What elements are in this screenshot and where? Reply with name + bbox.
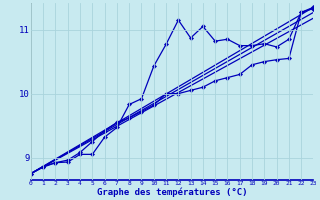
- X-axis label: Graphe des températures (°C): Graphe des températures (°C): [97, 188, 247, 197]
